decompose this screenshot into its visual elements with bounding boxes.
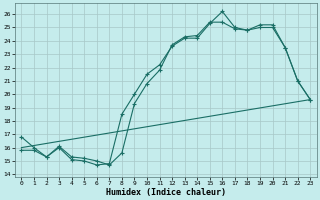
X-axis label: Humidex (Indice chaleur): Humidex (Indice chaleur) xyxy=(106,188,226,197)
